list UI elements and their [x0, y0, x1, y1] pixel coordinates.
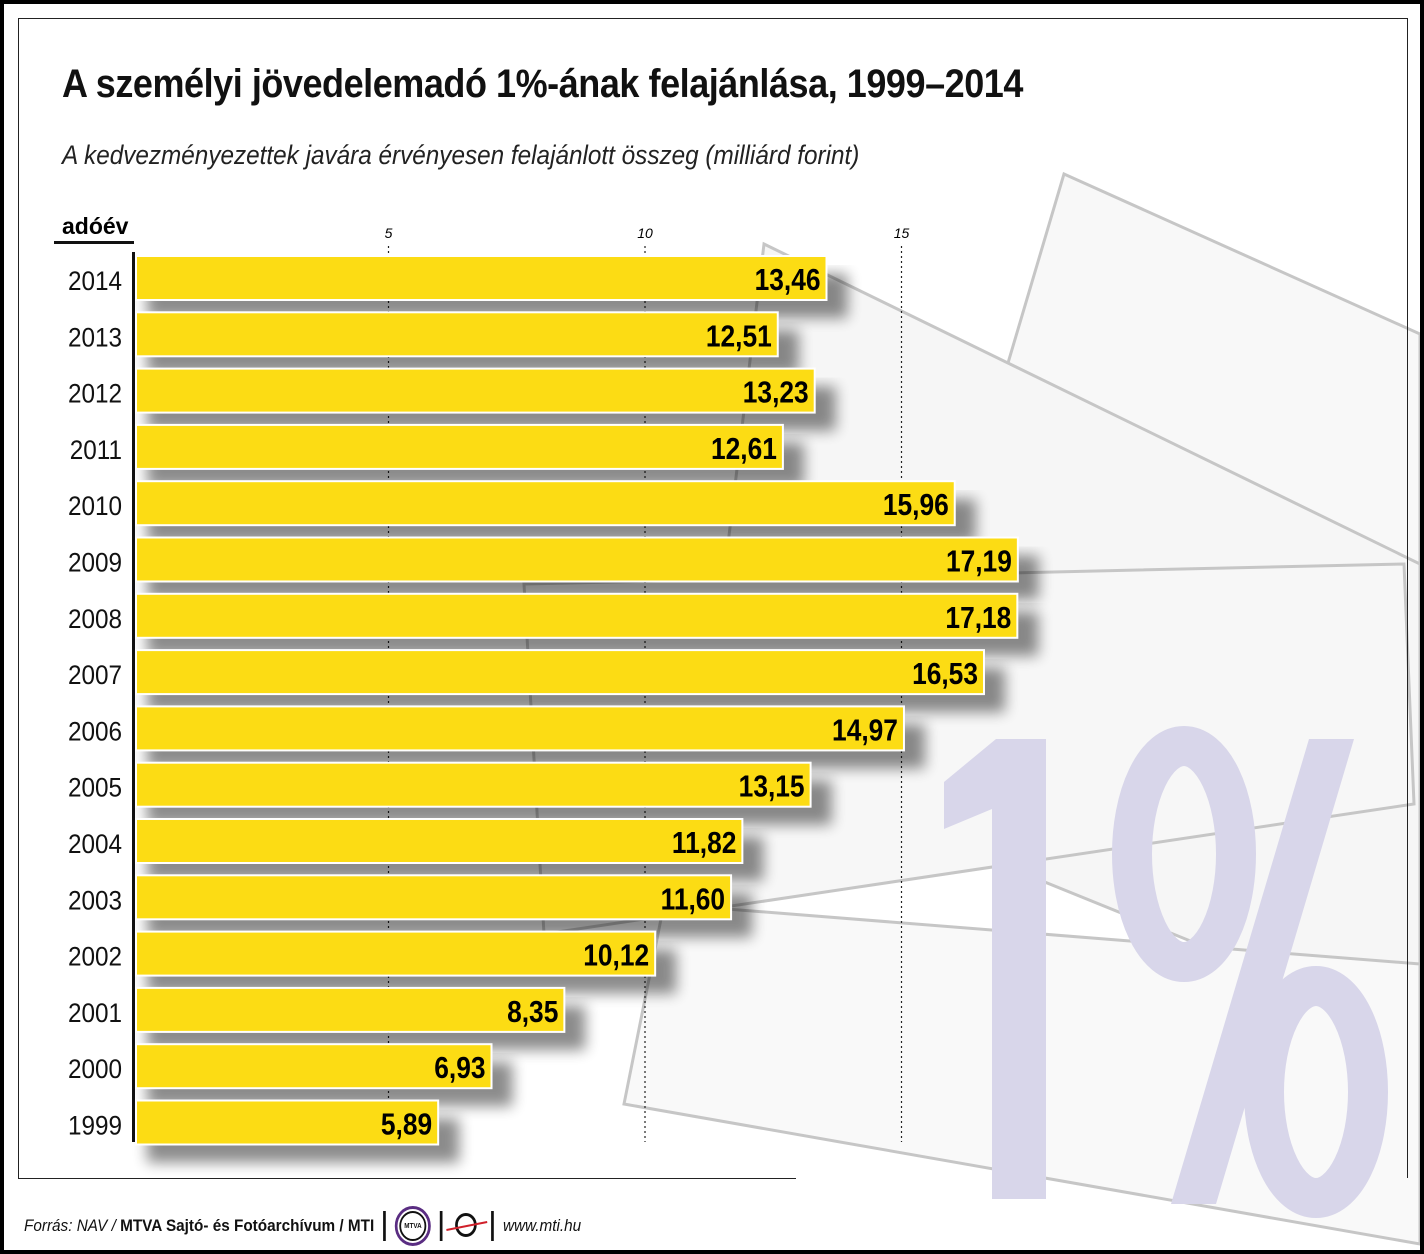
mtva-logo-text: MTVA — [399, 1211, 427, 1241]
bar-2011 — [135, 423, 784, 470]
x-tick-label: 15 — [894, 225, 910, 241]
year-label: 2013 — [68, 323, 122, 352]
bar-2006 — [135, 705, 905, 752]
source-prefix: Forrás: NAV / — [24, 1216, 121, 1235]
x-tick-label: 10 — [637, 225, 653, 241]
year-label: 2012 — [68, 379, 122, 408]
year-label: 2006 — [68, 717, 122, 746]
chart-subtitle: A kedvezményezettek javára érvényesen fe… — [62, 140, 860, 170]
bar-2012 — [135, 367, 816, 414]
bar-2007 — [135, 649, 985, 696]
value-label: 13,15 — [739, 770, 805, 804]
year-label: 2014 — [68, 267, 122, 296]
value-label: 8,35 — [507, 995, 558, 1029]
chart-title: A személyi jövedelemadó 1%-ának felajánl… — [62, 62, 1023, 106]
year-label: 2009 — [68, 548, 122, 577]
value-label: 12,61 — [711, 432, 777, 466]
bar-2014 — [135, 255, 828, 301]
value-label: 14,97 — [832, 713, 898, 747]
year-label: 2007 — [68, 661, 122, 690]
y-axis-label-underline — [54, 241, 134, 244]
bar-2002 — [135, 930, 657, 977]
x-tick-label: 5 — [385, 225, 393, 241]
bar-2004 — [135, 818, 744, 864]
website-link[interactable]: www.mti.hu — [502, 1216, 582, 1235]
year-label: 2010 — [68, 492, 122, 521]
value-label: 16,53 — [912, 657, 978, 691]
bar-2003 — [135, 874, 733, 921]
value-label: 15,96 — [883, 488, 949, 522]
source-agency: MTVA Sajtó- és Fotóarchívum / MTI — [120, 1216, 375, 1235]
year-label: 1999 — [68, 1111, 122, 1140]
year-label: 2002 — [68, 942, 122, 971]
bar-2010 — [135, 480, 956, 527]
year-label: 2001 — [68, 999, 122, 1028]
separator — [491, 1211, 494, 1241]
year-label: 2000 — [68, 1055, 122, 1084]
mti-logo-icon — [452, 1209, 483, 1243]
footer: Forrás: NAV / MTVA Sajtó- és Fotóarchívu… — [24, 1206, 581, 1246]
value-label: 11,60 — [661, 882, 725, 916]
value-label: 6,93 — [434, 1051, 485, 1085]
one-percent-watermark — [944, 726, 1388, 1218]
mtva-logo: MTVA — [394, 1206, 431, 1246]
value-label: 13,46 — [755, 263, 821, 297]
separator — [383, 1211, 386, 1241]
bar-2009 — [135, 536, 1019, 583]
source-text: Forrás: NAV / MTVA Sajtó- és Fotóarchívu… — [24, 1216, 374, 1236]
chart-frame — [18, 18, 1408, 1178]
divider — [18, 1178, 796, 1179]
y-axis-label: adóév — [62, 213, 129, 239]
bar-2008 — [135, 592, 1019, 639]
bar-chart: adóév 5 10 15 2014 13,46 2013 12,51 2012 13,23 201… — [54, 213, 1039, 1163]
year-label: 2008 — [68, 605, 122, 634]
value-label: 10,12 — [583, 939, 649, 973]
value-label: 5,89 — [381, 1108, 432, 1142]
value-label: 12,51 — [706, 319, 772, 353]
infographic: A személyi jövedelemadó 1%-ának felajánl… — [4, 4, 1420, 1250]
value-label: 17,18 — [945, 601, 1011, 635]
separator — [439, 1211, 443, 1241]
bar-2000 — [135, 1043, 493, 1090]
value-label: 11,82 — [672, 826, 736, 860]
year-label: 2003 — [68, 886, 122, 915]
year-label: 2005 — [68, 774, 122, 803]
year-label: 2004 — [68, 830, 122, 859]
bar-2001 — [135, 986, 566, 1033]
bar-2013 — [135, 311, 779, 358]
bar-1999 — [135, 1099, 440, 1146]
bar-2005 — [135, 761, 812, 808]
year-label: 2011 — [70, 436, 122, 465]
value-label: 17,19 — [946, 545, 1012, 579]
value-label: 13,23 — [743, 376, 809, 410]
y-axis-line — [132, 252, 135, 1142]
